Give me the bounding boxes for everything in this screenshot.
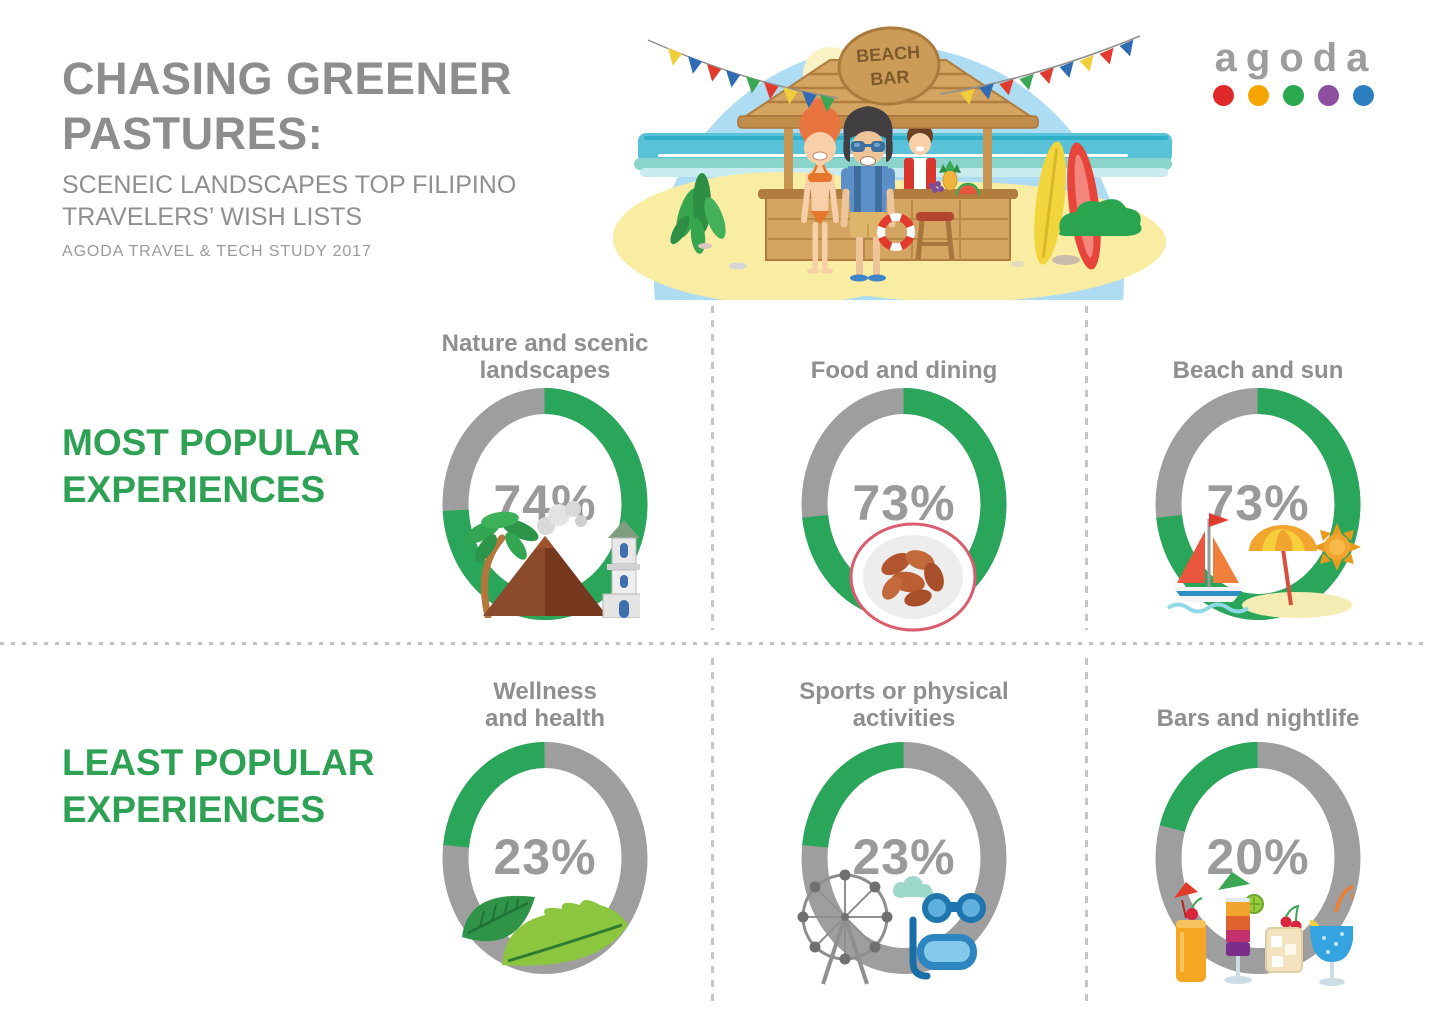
palm-tree-icon (463, 511, 539, 618)
chart-title: Sports or physical activities (799, 677, 1009, 732)
donut-ring-value (442, 742, 648, 974)
chart-card-beach: Beach and sun 73% (1108, 320, 1408, 660)
donut-chart: 23% (801, 742, 1007, 974)
chart-card-bars: Bars and nightlife 20% (1108, 668, 1408, 1008)
logo-dot-purple (1317, 85, 1339, 106)
lifebuoy-icon (877, 213, 915, 251)
surfboard-yellow (1034, 141, 1066, 265)
beach-plant (670, 173, 726, 254)
stone (1052, 255, 1080, 265)
goggles-icon (922, 893, 986, 923)
divider-vertical (711, 306, 714, 630)
sun-icon (1313, 523, 1361, 571)
sign-text-line2: BAR (870, 67, 910, 90)
church-tower-icon (602, 520, 640, 618)
logo-dot-green (1282, 85, 1304, 106)
bunting-flags (647, 35, 1141, 112)
sand-mound (1242, 592, 1352, 618)
backpack-strap (875, 166, 882, 212)
chart-card-nature: Nature and scenic landscapes 74% (395, 320, 695, 660)
fruit-basket (929, 160, 981, 196)
beach-umbrella-icon (1249, 525, 1317, 606)
cocktail-icons (1174, 872, 1353, 986)
grapes-icon (929, 181, 944, 193)
beach-bar-illustration: BEACH BAR (613, 26, 1172, 300)
agoda-logo: agoda (1203, 36, 1383, 106)
woman-tourist (799, 98, 841, 274)
chart-title: Beach and sun (1172, 356, 1344, 384)
chart-title: Bars and nightlife (1156, 704, 1360, 732)
donut-chart: 20% (1155, 742, 1361, 974)
sunglasses-icon (851, 141, 885, 152)
logo-dot-orange (1247, 85, 1269, 106)
chart-title: Nature and scenic landscapes (441, 329, 649, 384)
bikini-bottom (810, 211, 830, 224)
juice-glass-icon (1174, 882, 1206, 982)
volcano-icon (483, 501, 607, 616)
stone (1011, 261, 1025, 267)
divider-horizontal (0, 642, 1430, 645)
blue-cocktail-icon (1310, 884, 1353, 986)
chart-title: Wellness and health (484, 677, 605, 732)
divider-vertical (711, 658, 714, 1006)
tall-cocktail-icon (1218, 872, 1264, 984)
section-heading-least-popular: LEAST POPULAR EXPERIENCES (62, 742, 375, 830)
backpack-strap (854, 166, 861, 212)
page-subtitle: SCENEIC LANDSCAPES TOP FILIPINO TRAVELER… (62, 171, 517, 231)
chart-card-sports: Sports or physical activities 23% (754, 668, 1054, 1008)
cloud-icon (893, 876, 933, 898)
logo-dot-red (1212, 85, 1234, 106)
study-caption: AGODA TRAVEL & TECH STUDY 2017 (62, 243, 372, 260)
donut-value-label: 23% (493, 828, 597, 885)
sailboat-icon (1166, 513, 1250, 614)
bikini-top (808, 173, 832, 182)
divider-vertical (1085, 306, 1088, 630)
divider-vertical (1085, 658, 1088, 1006)
rocks-glass-icon (1265, 904, 1303, 973)
pineapple-icon (942, 169, 958, 191)
donut-ring-value (801, 742, 1007, 974)
page-title: CHASING GREENER PASTURES: (62, 53, 513, 159)
section-heading-most-popular: MOST POPULAR EXPERIENCES (62, 422, 361, 510)
chart-title: Food and dining (810, 356, 998, 384)
donut-value-label: 73% (852, 474, 956, 531)
beach-bar-sign: BEACH BAR (837, 26, 941, 106)
chart-card-food: Food and dining 73% (754, 320, 1054, 660)
bar-stool (915, 212, 955, 261)
donut-value-label: 20% (1206, 828, 1310, 885)
ferris-wheel-icon (797, 869, 893, 985)
watermelon-icon (959, 185, 977, 194)
man-tourist (840, 106, 915, 282)
snorkel-mask-icon (909, 916, 977, 980)
agoda-logo-dots (1203, 85, 1383, 106)
chart-card-wellness: Wellness and health 23% (395, 668, 695, 1008)
donut-value-label: 23% (852, 828, 956, 885)
sign-text-line1: BEACH (856, 42, 921, 66)
logo-dot-blue (1352, 85, 1374, 106)
bush-icon (1059, 199, 1142, 236)
food-plate-icon (849, 522, 977, 632)
agoda-wordmark: agoda (1214, 36, 1378, 80)
donut-ring-remainder (1155, 742, 1361, 974)
leaf-icons (462, 895, 628, 966)
stone (729, 262, 747, 270)
bartender (904, 123, 936, 196)
